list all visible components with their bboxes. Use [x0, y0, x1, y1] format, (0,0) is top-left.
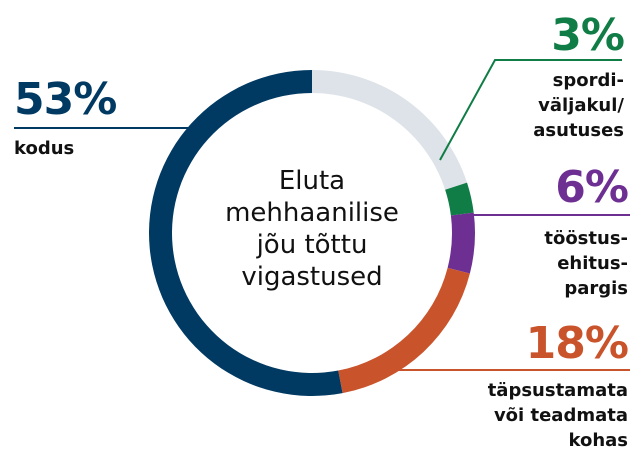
donut-segment [148, 70, 343, 396]
donut-segment [445, 182, 474, 216]
value-label: 18% [525, 318, 629, 369]
category-label: tööstus- ehitus- pargis [544, 228, 628, 299]
leader-line [439, 59, 622, 161]
donut-segment [447, 212, 475, 274]
value-label: 53% [14, 74, 117, 125]
value-label: 3% [551, 10, 625, 61]
donut-segment [312, 70, 468, 190]
chart-title: Eluta mehhaanilise jõu tõttu vigastused [225, 166, 399, 292]
donut-segment [338, 267, 470, 394]
value-label: 6% [555, 162, 629, 213]
category-label: spordi- väljakul/ asutuses [533, 70, 624, 141]
category-label: täpsustamata või teadmata kohas [487, 380, 628, 451]
category-label: kodus [14, 138, 75, 159]
